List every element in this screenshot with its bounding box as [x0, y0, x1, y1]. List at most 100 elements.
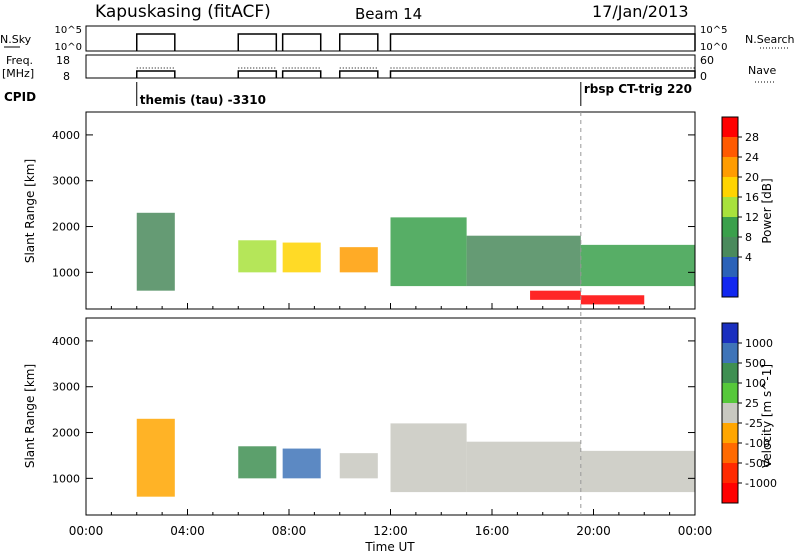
freq-traces: [136, 67, 696, 78]
velocity-cell-0: [136, 418, 175, 497]
velocity-yticks: 1000 2000 3000 4000: [52, 335, 695, 485]
freq-block-1: [237, 70, 278, 78]
power-colorbar-swatch-6: [722, 237, 738, 258]
power-cells: [136, 212, 695, 305]
power-colorbar-swatch-5: [722, 217, 738, 238]
velocity-cell-6: [580, 450, 695, 493]
power-ytick-label-4000: 4000: [52, 129, 80, 142]
velocity-colorbar-label-7: -1000: [745, 477, 777, 490]
power-ytick-label-2000: 2000: [52, 221, 80, 234]
freq-block-0: [136, 70, 176, 78]
x-tick-label-5: 20:00: [576, 524, 611, 538]
nsky-tick-high: 10^5: [55, 25, 82, 36]
nsky-block-1: [237, 33, 278, 51]
freq-tick-low: 8: [63, 70, 70, 83]
cpid-text-themis: themis (tau) -3310: [140, 93, 266, 107]
velocity-colorbar-label-0: 1000: [745, 337, 773, 350]
station-title: Kapuskasing (fitACF): [95, 2, 271, 22]
power-ytick-label-3000: 3000: [52, 175, 80, 188]
velocity-colorbar-swatch-1: [722, 343, 738, 364]
beam-title: Beam 14: [355, 5, 422, 23]
power-colorbar-label: Power [dB]: [760, 178, 774, 243]
velocity-colorbar-label: Velocity [m s^-1]: [760, 364, 774, 468]
power-colorbar-swatch-8: [722, 277, 738, 298]
power-colorbar: 28 24 20 16 12 8 4: [721, 116, 759, 298]
power-colorbar-swatch-3: [722, 177, 738, 198]
power-ylabel: Slant Range [km]: [23, 159, 37, 263]
nsky-block-3: [339, 33, 379, 51]
x-tick-label-2: 08:00: [272, 524, 307, 538]
velocity-colorbar-swatch-6: [722, 443, 738, 464]
velocity-colorbar-swatch-5: [722, 423, 738, 444]
power-colorbar-swatch-0: [722, 117, 738, 138]
power-cell-7: [580, 295, 645, 305]
nave-tick-high: 60: [700, 54, 714, 67]
velocity-colorbar: 1000 500 100 25 -25 -100 -500 -1000: [721, 322, 777, 504]
x-tick-label-0: 00:00: [69, 524, 104, 538]
power-colorbar-label-6: 4: [745, 251, 752, 264]
nsky-tick-low: 10^0: [55, 42, 82, 53]
power-cell-1: [238, 240, 277, 273]
power-colorbar-label-1: 24: [745, 151, 759, 164]
velocity-ytick-label-1000: 1000: [52, 472, 80, 485]
velocity-cell-3: [339, 453, 378, 479]
nsearch-label: N.Search: [745, 33, 795, 46]
velocity-cell-1: [238, 446, 277, 479]
power-yticks: 1000 2000 3000 4000: [52, 129, 695, 279]
velocity-colorbar-label-1: 500: [745, 357, 766, 370]
power-ytick-label-1000: 1000: [52, 266, 80, 279]
power-colorbar-label-3: 16: [745, 191, 759, 204]
velocity-ytick-label-4000: 4000: [52, 335, 80, 348]
velocity-colorbar-label-2: 100: [745, 377, 766, 390]
velocity-cells: [136, 418, 695, 497]
cpid-label: CPID: [4, 90, 36, 104]
velocity-cell-5: [466, 441, 581, 493]
velocity-panel: 1000 2000 3000 4000 Slant Range [km] 1000 50…: [23, 317, 777, 516]
nsky-block-0: [136, 33, 176, 51]
power-cell-8: [580, 244, 695, 287]
freq-tick-high: 18: [56, 54, 70, 67]
power-cell-5: [466, 235, 581, 287]
cpid-group: themis (tau) -3310 rbsp CT-trig 220: [136, 82, 692, 107]
nave-label: Nave: [748, 64, 776, 77]
cpid-text-rbsp: rbsp CT-trig 220: [584, 82, 692, 96]
power-cell-6: [530, 290, 581, 300]
velocity-cell-4: [390, 423, 467, 493]
velocity-ytick-label-2000: 2000: [52, 427, 80, 440]
power-cell-4: [390, 217, 467, 287]
x-axis: 00:00 04:00 08:00 12:00 16:00 20:00 00:00: [69, 303, 712, 538]
velocity-colorbar-label-4: -25: [745, 417, 763, 430]
freq-block-2: [281, 70, 322, 78]
power-cell-2: [282, 242, 321, 273]
nsky-block-4: [389, 33, 696, 51]
date-title: 17/Jan/2013: [592, 2, 689, 21]
power-colorbar-label-5: 8: [745, 231, 752, 244]
freq-label: Freq.: [6, 54, 33, 67]
x-tick-label-1: 04:00: [170, 524, 205, 538]
x-tick-label-4: 16:00: [475, 524, 510, 538]
nsearch-tick-low: 10^0: [700, 42, 727, 53]
velocity-colorbar-swatch-0: [722, 323, 738, 344]
velocity-colorbar-frame: [721, 322, 739, 504]
power-panel: 1000 2000 3000 4000 Slant Range [km] 28 24 20…: [23, 111, 774, 310]
velocity-ytick-label-3000: 3000: [52, 381, 80, 394]
power-colorbar-label-2: 20: [745, 171, 759, 184]
velocity-colorbar-label-5: -100: [745, 437, 770, 450]
power-colorbar-label-0: 28: [745, 131, 759, 144]
freq-block-4: [389, 70, 696, 78]
nsky-label: N.Sky: [0, 33, 32, 46]
velocity-colorbar-swatch-4: [722, 403, 738, 424]
velocity-ylabel: Slant Range [km]: [23, 364, 37, 468]
power-cell-3: [339, 247, 378, 273]
nsky-traces: [136, 33, 696, 51]
power-colorbar-swatch-7: [722, 257, 738, 278]
nsearch-tick-high: 10^5: [700, 25, 727, 36]
power-colorbar-label-4: 12: [745, 211, 759, 224]
velocity-colorbar-swatch-3: [722, 383, 738, 404]
nave-tick-low: 0: [700, 70, 707, 83]
power-colorbar-swatch-2: [722, 157, 738, 178]
freq-unit: [MHz]: [2, 67, 34, 80]
x-axis-label: Time UT: [364, 540, 415, 554]
power-cell-0: [136, 212, 175, 291]
